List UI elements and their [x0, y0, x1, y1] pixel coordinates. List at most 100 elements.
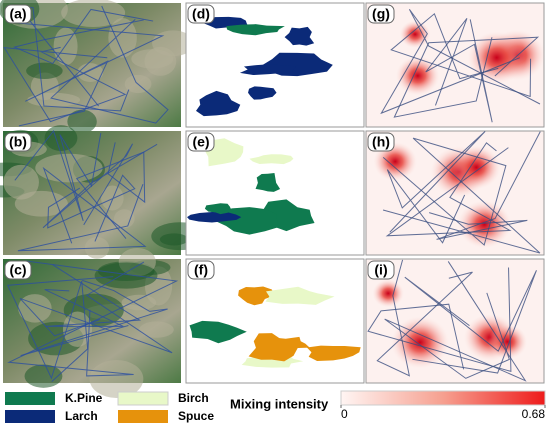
- boundary: [42, 143, 158, 229]
- panel-classes: (e): [185, 130, 365, 256]
- boundary: [376, 259, 473, 377]
- panel-label: (i): [374, 262, 387, 278]
- terrain: [30, 72, 59, 101]
- boundary: [393, 36, 540, 118]
- boundary: [390, 12, 532, 98]
- panel-classes: (f): [185, 258, 365, 384]
- hotspot: [467, 31, 526, 84]
- colorbar-tick-label: 0: [341, 407, 348, 421]
- forest-patch: [265, 336, 310, 350]
- panel-label: (e): [192, 134, 209, 150]
- hotspot: [395, 56, 440, 96]
- boundary: [7, 260, 179, 377]
- panel-satellite: (a): [0, 0, 194, 134]
- hotspot: [399, 20, 431, 49]
- panel-heat: (i): [365, 258, 545, 384]
- terrain: [61, 0, 126, 27]
- panel-label-bg: [367, 260, 395, 280]
- panel-label-bg: [4, 4, 32, 24]
- legend-label: K.Pine: [65, 391, 103, 405]
- colorbar-tick-label: 0.68: [522, 407, 546, 421]
- forest-patch: [204, 203, 233, 215]
- terrain: [67, 109, 97, 134]
- terrain: [89, 359, 144, 398]
- boundary: [16, 4, 130, 112]
- boundary: [47, 174, 136, 242]
- forest-patch: [205, 138, 244, 167]
- forest-patch: [226, 24, 285, 36]
- panel-label-bg: [187, 4, 215, 24]
- boundary: [384, 261, 527, 382]
- panel-satellite: (c): [3, 247, 181, 398]
- terrain: [26, 62, 63, 79]
- forest-patch: [306, 345, 361, 361]
- forest-patch: [255, 173, 281, 192]
- boundary: [380, 9, 541, 115]
- boundary: [7, 21, 165, 127]
- panel-label: (b): [9, 134, 27, 150]
- forest-patch: [248, 86, 277, 100]
- terrain: [101, 185, 124, 211]
- panel-label: (c): [9, 262, 26, 278]
- colorbar-title: Mixing intensity: [230, 396, 329, 411]
- boundary: [12, 8, 154, 65]
- legend-label: Larch: [65, 409, 98, 423]
- forest-patch: [265, 286, 335, 305]
- panel-label: (h): [372, 134, 390, 150]
- terrain: [113, 209, 135, 229]
- boundary: [50, 5, 169, 124]
- hotspot: [457, 200, 512, 249]
- boundary: [75, 142, 146, 239]
- hotspot: [452, 145, 501, 190]
- panel-satellite: (b): [0, 125, 209, 259]
- terrain: [94, 262, 158, 289]
- heat-map: [365, 258, 545, 384]
- panel-label: (f): [194, 262, 208, 278]
- terrain: [3, 164, 39, 200]
- panel-classes: (d): [185, 2, 365, 128]
- panel-label-bg: [187, 260, 215, 280]
- hotspot: [373, 141, 417, 182]
- terrain: [139, 321, 174, 338]
- forest-patch: [249, 154, 294, 165]
- boundary: [385, 142, 512, 237]
- legend-label: Birch: [178, 391, 209, 405]
- colorbar: [340, 390, 546, 406]
- legend-swatch: [117, 391, 169, 406]
- panel-heat: (h): [365, 130, 545, 256]
- legend-swatch: [5, 392, 55, 405]
- terrain: [152, 30, 194, 57]
- boundary: [6, 276, 114, 382]
- boundary: [386, 130, 486, 244]
- boundary: [17, 166, 147, 252]
- panel-label-bg: [367, 132, 395, 152]
- boundary: [382, 137, 541, 254]
- boundary: [3, 46, 127, 123]
- legend-swatch: [5, 410, 55, 423]
- forest-patch: [239, 64, 297, 76]
- panel-label: (g): [372, 6, 390, 22]
- legend-label: Spuce: [178, 409, 214, 423]
- panel-label-bg: [4, 260, 32, 280]
- forest-patch: [189, 320, 247, 344]
- panel-label: (d): [192, 6, 210, 22]
- boundary: [367, 267, 512, 373]
- boundary: [425, 18, 493, 123]
- forest-patch: [284, 26, 315, 46]
- panel-heat: (g): [365, 2, 546, 128]
- legend-swatch: [118, 410, 168, 423]
- terrain: [131, 49, 174, 69]
- boundary: [14, 129, 102, 222]
- boundary: [429, 131, 541, 240]
- hotspot: [372, 279, 404, 308]
- terrain: [108, 18, 137, 58]
- forest-patch: [238, 286, 275, 306]
- boundary: [19, 261, 173, 354]
- forest-patch: [196, 90, 241, 117]
- panel-label-bg: [4, 132, 32, 152]
- terrain: [24, 364, 63, 388]
- boundary: [44, 264, 142, 327]
- forest-patch: [187, 211, 242, 223]
- panel-label-bg: [367, 4, 395, 24]
